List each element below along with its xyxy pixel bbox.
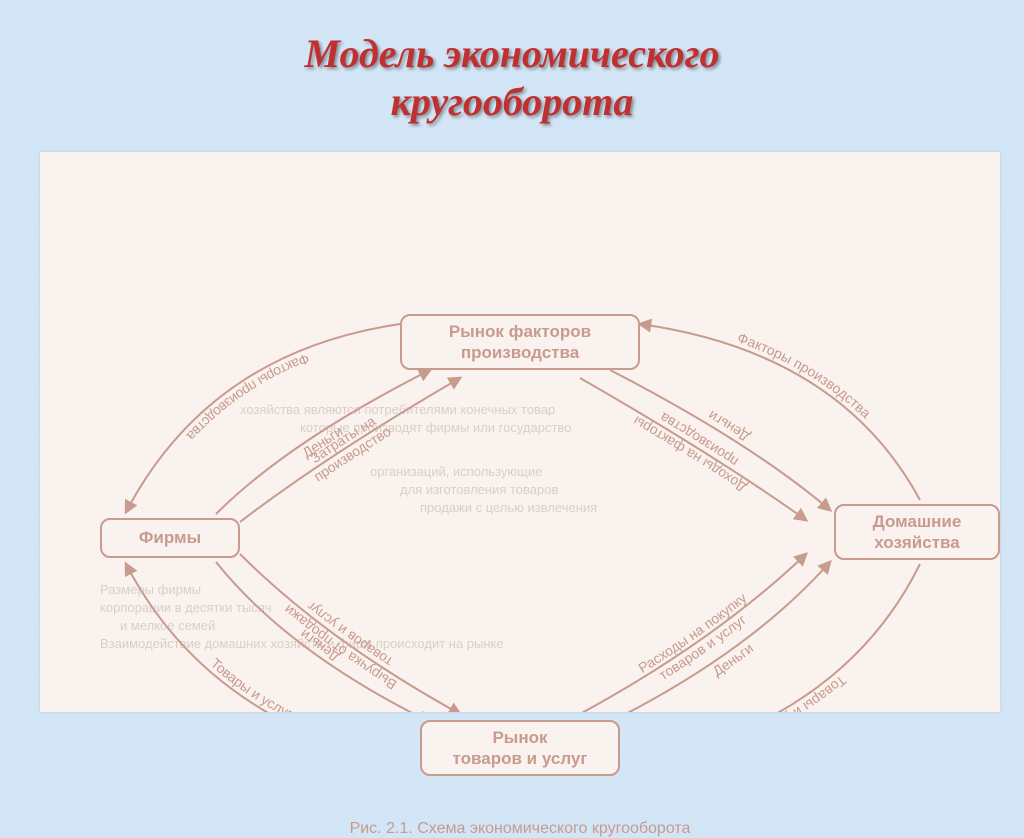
node-households: Домашниехозяйства: [834, 504, 1000, 560]
node-factor-market: Рынок факторовпроизводства: [400, 314, 640, 370]
figure-caption: Рис. 2.1. Схема экономического кругообор…: [40, 820, 1000, 838]
diagram-panel: хозяйства являются потребителями конечны…: [40, 152, 1000, 712]
node-firms: Фирмы: [100, 518, 240, 558]
svg-text:Факторы производства: Факторы производства: [735, 329, 874, 421]
svg-text:Факторы производства: Факторы производства: [184, 351, 312, 445]
svg-text:Товары и услуги: Товары и услуги: [208, 655, 302, 712]
title-line2: кругооборота: [391, 79, 634, 124]
svg-text:Товары и услуги: Товары и услуги: [750, 672, 850, 712]
title-line1: Модель экономического: [304, 31, 719, 76]
slide-title: Модель экономического кругооборота: [0, 30, 1024, 126]
svg-text:Выручка от продажи: Выручка от продажи: [281, 602, 400, 693]
flow-arrows: Факторы производстваДеньгиЗатраты напрои…: [40, 152, 1000, 712]
